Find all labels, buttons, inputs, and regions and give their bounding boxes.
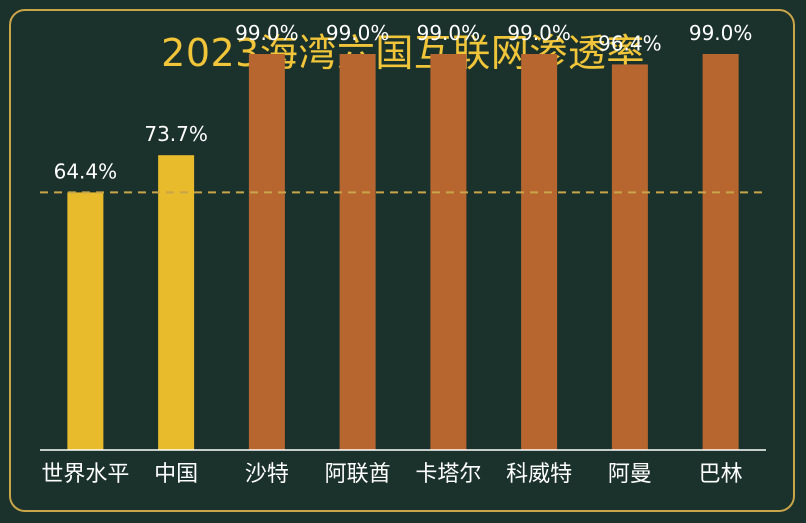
bars-group [67, 54, 739, 451]
bar-1 [158, 155, 195, 450]
value-label-2: 99.0% [235, 21, 299, 45]
category-label-3: 阿联酋 [325, 462, 391, 487]
bar-6 [611, 64, 648, 451]
value-label-3: 99.0% [326, 21, 390, 45]
value-label-0: 64.4% [54, 159, 118, 183]
category-label-2: 沙特 [245, 462, 289, 487]
category-label-4: 卡塔尔 [415, 462, 481, 487]
bar-3 [339, 54, 376, 450]
value-label-1: 73.7% [144, 122, 208, 146]
category-label-6: 阿曼 [608, 462, 652, 487]
bar-2 [248, 54, 285, 450]
value-label-4: 99.0% [417, 21, 481, 45]
category-label-5: 科威特 [506, 462, 572, 487]
bar-4 [430, 54, 467, 450]
bar-0 [67, 192, 104, 450]
bar-7 [702, 54, 739, 450]
bar-5 [521, 54, 558, 450]
value-label-5: 99.0% [507, 21, 571, 45]
chart-title: 2023海湾六国互联网渗透率 [161, 31, 645, 75]
category-label-7: 巴林 [699, 462, 743, 487]
category-label-1: 中国 [154, 462, 198, 487]
value-label-6: 96.4% [598, 31, 662, 55]
chart-frame [9, 9, 795, 512]
value-labels-group: 64.4% 73.7% 99.0% 99.0% 99.0% 99.0% 96.4% 99.0% [54, 21, 753, 183]
value-label-7: 99.0% [689, 21, 753, 45]
category-labels-group: 世界水平 中国 沙特 阿联酋 卡塔尔 科威特 阿曼 巴林 [41, 462, 742, 487]
category-label-0: 世界水平 [41, 462, 129, 487]
